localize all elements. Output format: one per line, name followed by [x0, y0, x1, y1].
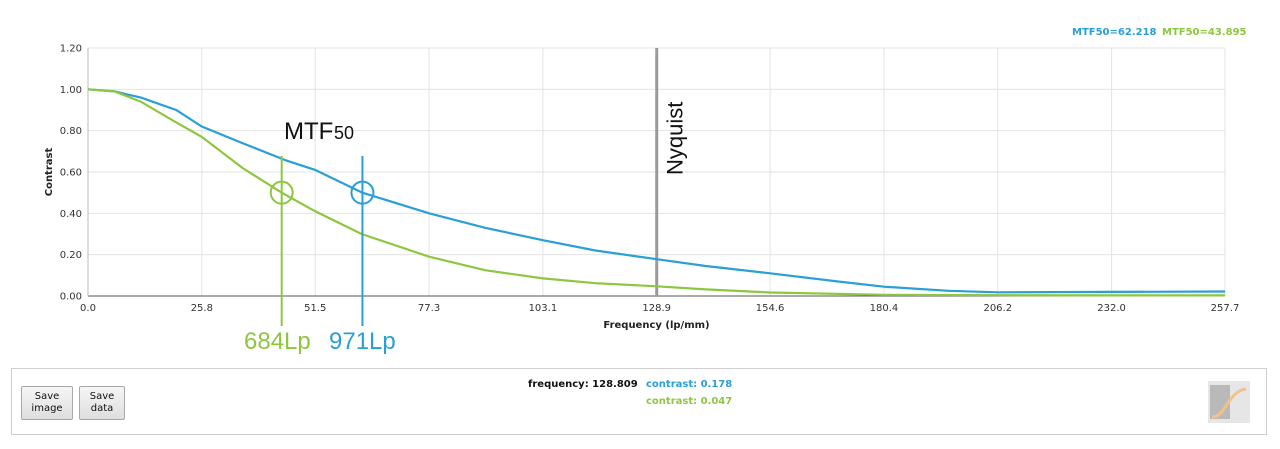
mtf-chart: 0.0 25.8 51.5 77.3 103.1 128.9 154.6 180.4 206.2… [44, 27, 1247, 355]
y-tick-label: 0.80 [60, 126, 82, 137]
blue-contrast-readout: contrast: 0.178 [646, 379, 733, 390]
y-tick-label: 1.00 [60, 85, 82, 96]
y-axis-title: Contrast [44, 148, 55, 197]
green-marker-label: 684Lp [244, 328, 311, 355]
x-tick-label: 232.0 [1097, 303, 1126, 314]
nyquist-label: Nyquist [663, 102, 688, 175]
green-contrast-readout: contrast: 0.047 [646, 396, 733, 407]
series-line-0 [87, 88, 1226, 294]
x-tick-label: 206.2 [983, 303, 1012, 314]
x-tick-label: 25.8 [191, 303, 213, 314]
y-tick-label: 1.20 [60, 44, 82, 55]
blue-marker-label: 971Lp [329, 328, 396, 355]
x-tick-label: 0.0 [80, 303, 96, 314]
mtf50-label: MTF [284, 118, 333, 145]
legend-entry-green: MTF50=43.895 [1162, 27, 1247, 38]
y-tick-label: 0.40 [60, 209, 82, 220]
save-data-button[interactable]: Save data [79, 386, 125, 420]
save-image-button[interactable]: Save image [21, 386, 73, 420]
y-tick-label: 0.20 [60, 250, 82, 261]
x-tick-label: 128.9 [642, 303, 671, 314]
frequency-readout: frequency: 128.809 [528, 379, 638, 390]
x-tick-label: 257.7 [1211, 303, 1240, 314]
x-tick-label: 180.4 [870, 303, 899, 314]
series-line-1 [87, 88, 1225, 297]
y-tick-label: 0.00 [60, 292, 82, 303]
mtf50-subscript: 50 [334, 123, 354, 143]
x-tick-label: 103.1 [529, 303, 558, 314]
x-tick-label: 77.3 [418, 303, 440, 314]
y-tick-label: 0.60 [60, 168, 82, 179]
green-marker-circle [269, 180, 294, 205]
mtf-thumbnail-icon[interactable] [1208, 381, 1250, 423]
blue-marker-circle [350, 180, 375, 205]
x-axis-title: Frequency (lp/mm) [603, 320, 709, 331]
legend-entry-blue: MTF50=62.218 [1072, 27, 1157, 38]
x-tick-label: 51.5 [304, 303, 326, 314]
control-panel: Save image Save data frequency: 128.809 … [11, 368, 1267, 435]
x-tick-label: 154.6 [756, 303, 785, 314]
